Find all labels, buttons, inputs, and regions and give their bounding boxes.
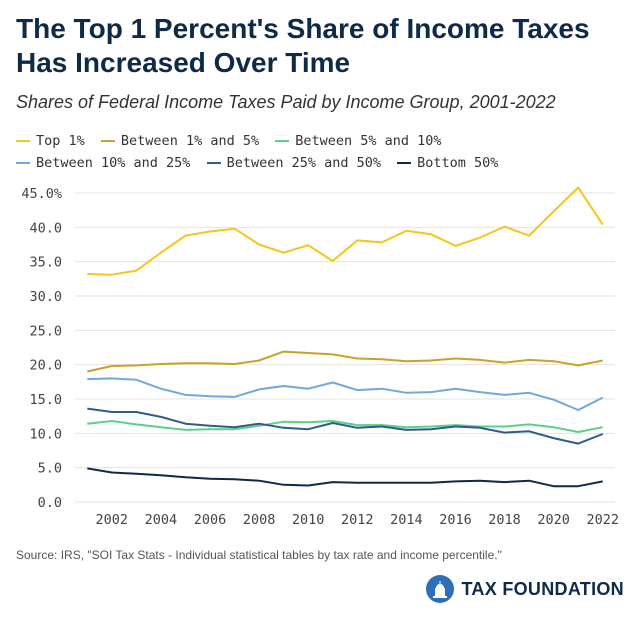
x-tick-label: 2022	[586, 512, 619, 528]
y-tick-label: 45.0%	[21, 186, 62, 202]
legend-swatch	[275, 140, 290, 142]
chart-legend: Top 1% Between 1% and 5% Between 5% and …	[16, 130, 631, 174]
legend-swatch	[206, 162, 221, 164]
x-tick-label: 2014	[390, 512, 423, 528]
y-tick-label: 0.0	[38, 495, 62, 511]
x-tick-label: 2010	[292, 512, 325, 528]
legend-label: Between 10% and 25%	[36, 155, 191, 171]
series-line	[87, 350, 603, 373]
legend-label: Bottom 50%	[417, 155, 499, 171]
legend-swatch	[100, 140, 115, 142]
chart-subtitle: Shares of Federal Income Taxes Paid by I…	[16, 92, 556, 112]
y-tick-label: 40.0	[29, 220, 62, 236]
series-line	[87, 186, 604, 276]
y-tick-label: 30.0	[29, 289, 62, 305]
legend-item: Top 1%	[16, 133, 85, 149]
legend-label: Between 5% and 10%	[295, 133, 442, 149]
y-tick-label: 35.0	[29, 255, 62, 271]
y-tick-label: 10.0	[29, 426, 62, 442]
x-tick-label: 2016	[439, 512, 472, 528]
line-chart: 0.0 5.0 10.0 15.0 20.0 25.0 30.0 35.0 40.0 45.0% 2…	[21, 186, 619, 528]
x-tick-label: 2002	[96, 512, 129, 528]
source-note: Source: IRS, "SOI Tax Stats - Individual…	[16, 548, 502, 562]
series-line	[87, 420, 603, 433]
legend-label: Top 1%	[36, 133, 85, 149]
tax-foundation-logo: TAX FOUNDATION	[425, 573, 624, 605]
legend-label: Between 25% and 50%	[226, 155, 382, 171]
legend-item: Between 1% and 5%	[100, 133, 260, 149]
x-tick-label: 2020	[537, 512, 570, 528]
x-tick-label: 2012	[341, 512, 374, 528]
legend-label: Between 1% and 5%	[120, 133, 260, 149]
legend-swatch	[397, 162, 412, 164]
y-tick-label: 15.0	[29, 392, 62, 408]
series-line	[87, 407, 604, 445]
x-tick-label: 2018	[488, 512, 521, 528]
y-tick-label: 5.0	[38, 461, 62, 477]
x-tick-label: 2004	[145, 512, 178, 528]
y-tick-label: 25.0	[29, 323, 62, 339]
y-tick-label: 20.0	[29, 358, 62, 374]
capitol-dome-icon	[426, 575, 455, 603]
series-line	[87, 377, 604, 411]
legend-item: Between 25% and 50%	[206, 155, 382, 171]
brand-name: TAX FOUNDATION	[461, 578, 624, 599]
x-tick-label: 2006	[194, 512, 227, 528]
legend-item: Bottom 50%	[397, 155, 498, 171]
legend-swatch	[16, 140, 30, 142]
legend-item: Between 5% and 10%	[275, 133, 442, 149]
legend-swatch	[16, 162, 30, 164]
chart-title: The Top 1 Percent's Share of Income Taxe…	[16, 13, 590, 78]
series-line	[87, 467, 603, 488]
x-tick-label: 2008	[243, 512, 276, 528]
legend-item: Between 10% and 25%	[16, 155, 190, 171]
